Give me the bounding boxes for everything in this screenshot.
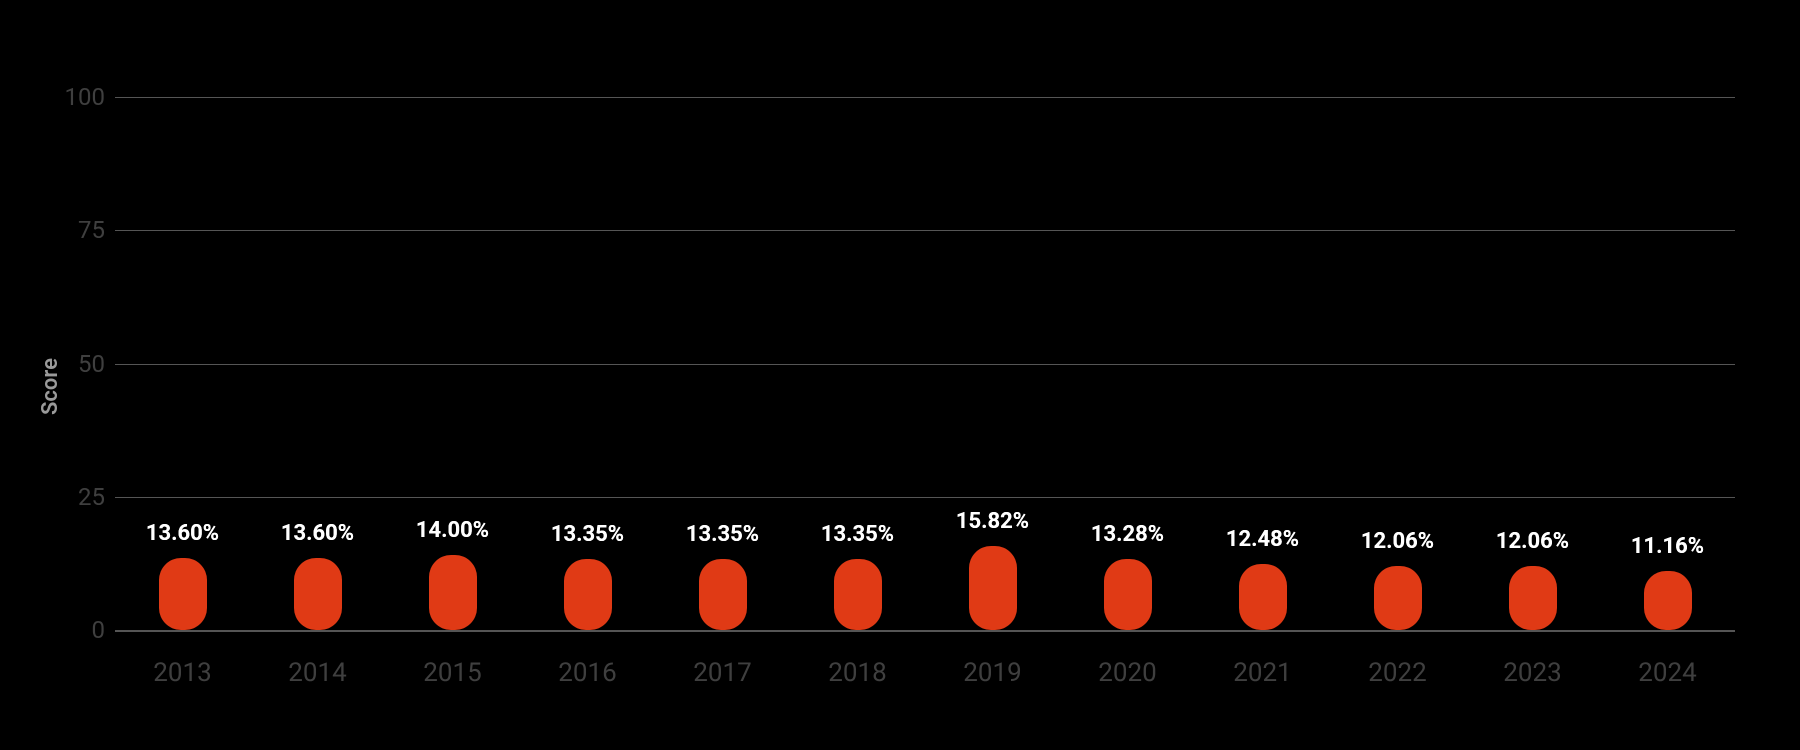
x-tick-label: 2015 <box>423 658 481 688</box>
y-tick-label: 75 <box>55 216 105 244</box>
x-tick-label: 2023 <box>1503 658 1561 688</box>
plot-area: 025507510013.60%13.60%201313.60%13.60%20… <box>115 60 1735 630</box>
score-bar-chart: Score 025507510013.60%13.60%201313.60%13… <box>0 0 1800 750</box>
bar <box>1374 566 1422 630</box>
x-tick-label: 2019 <box>963 658 1021 688</box>
bar <box>1239 564 1287 630</box>
bar <box>969 546 1017 630</box>
gridline <box>115 230 1735 231</box>
bar <box>1104 559 1152 630</box>
bar <box>429 555 477 630</box>
bar-value-label: 14.00%14.00% <box>416 518 489 543</box>
x-tick-label: 2020 <box>1098 658 1156 688</box>
x-tick-label: 2016 <box>558 658 616 688</box>
y-tick-label: 0 <box>55 616 105 644</box>
bar <box>1644 571 1692 630</box>
x-tick-label: 2024 <box>1638 658 1696 688</box>
gridline <box>115 630 1735 632</box>
bar-value-label: 12.48%12.48% <box>1226 527 1299 552</box>
x-tick-label: 2017 <box>693 658 751 688</box>
bar <box>834 559 882 630</box>
bar <box>159 558 207 630</box>
bar-value-label: 12.06%12.06% <box>1496 529 1569 554</box>
x-tick-label: 2018 <box>828 658 886 688</box>
bar <box>564 559 612 630</box>
bar-value-label: 12.06%12.06% <box>1361 529 1434 554</box>
bar-value-label: 15.82%15.82% <box>956 509 1029 534</box>
x-tick-label: 2013 <box>153 658 211 688</box>
gridline <box>115 97 1735 98</box>
bar-value-label: 13.35%13.35% <box>821 522 894 547</box>
bar-value-label: 13.35%13.35% <box>551 522 624 547</box>
bar <box>294 558 342 630</box>
bar-value-label: 11.16%11.16% <box>1631 534 1704 559</box>
x-tick-label: 2021 <box>1233 658 1291 688</box>
gridline <box>115 364 1735 365</box>
bar-value-label: 13.35%13.35% <box>686 522 759 547</box>
bar-value-label: 13.60%13.60% <box>281 521 354 546</box>
gridline <box>115 497 1735 498</box>
y-tick-label: 50 <box>55 350 105 378</box>
x-tick-label: 2014 <box>288 658 346 688</box>
x-tick-label: 2022 <box>1368 658 1426 688</box>
bar-value-label: 13.60%13.60% <box>146 521 219 546</box>
y-tick-label: 25 <box>55 483 105 511</box>
bar <box>699 559 747 630</box>
bar-value-label: 13.28%13.28% <box>1091 522 1164 547</box>
bar <box>1509 566 1557 630</box>
y-tick-label: 100 <box>55 83 105 111</box>
